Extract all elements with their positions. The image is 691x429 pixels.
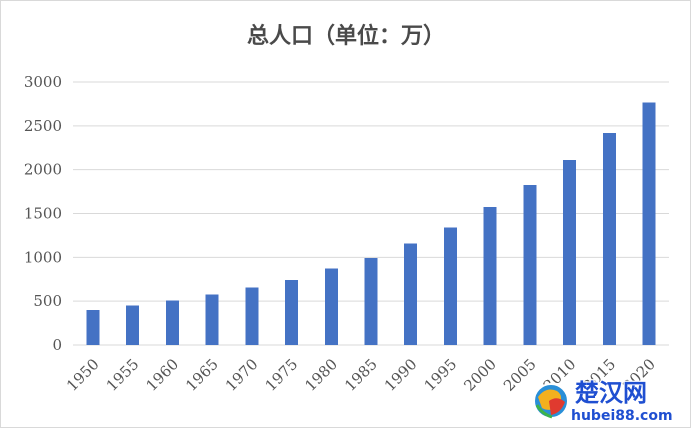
x-tick-label: 1970: [222, 355, 262, 395]
x-tick-label: 1955: [103, 355, 143, 395]
y-tick-label: 0: [52, 336, 62, 354]
x-tick-label: 2000: [460, 355, 500, 395]
x-tick-label: 1980: [301, 355, 341, 395]
bar-1995: [443, 227, 457, 345]
y-tick-label: 2500: [24, 117, 62, 135]
bars: [86, 102, 656, 345]
x-tick-label: 1975: [262, 355, 302, 395]
y-tick-label: 1000: [24, 248, 62, 266]
bar-2020: [642, 102, 656, 345]
y-tick-label: 2000: [24, 161, 62, 179]
bar-1980: [324, 268, 338, 345]
watermark-name: 楚汉网: [575, 379, 647, 407]
bar-1965: [205, 294, 219, 345]
bar-2000: [483, 206, 497, 345]
bar-2005: [523, 185, 537, 345]
y-tick-label: 3000: [24, 73, 62, 91]
watermark: 楚汉网 hubei88.com: [533, 378, 674, 425]
x-tick-label: 2005: [500, 355, 540, 395]
x-tick-label: 1990: [381, 355, 421, 395]
bar-1970: [245, 287, 259, 345]
bar-1960: [165, 300, 179, 345]
bar-1990: [404, 243, 418, 345]
chart-title: 总人口（单位：万）: [247, 23, 445, 49]
bar-1975: [285, 280, 299, 345]
x-tick-label: 1985: [341, 355, 381, 395]
y-tick-label: 500: [33, 292, 62, 310]
y-axis-tick-labels: 0 500 1000 1500 2000 2500 3000: [24, 73, 62, 354]
x-tick-label: 1965: [182, 355, 222, 395]
globe-logo-icon: [533, 383, 569, 419]
bar-2010: [563, 160, 577, 345]
watermark-url: hubei88.com: [571, 408, 673, 424]
bar-1955: [126, 305, 140, 345]
x-tick-label: 1950: [63, 355, 103, 395]
bar-1985: [364, 257, 378, 345]
bar-2015: [602, 132, 616, 345]
x-tick-label: 1960: [142, 355, 182, 395]
x-axis-tick-labels: 1950 1955 1960 1965 1970 1975 1980 1985 1990 1995…: [63, 355, 659, 395]
bar-1950: [86, 309, 100, 345]
y-tick-label: 1500: [24, 205, 62, 223]
x-tick-label: 1995: [421, 355, 461, 395]
